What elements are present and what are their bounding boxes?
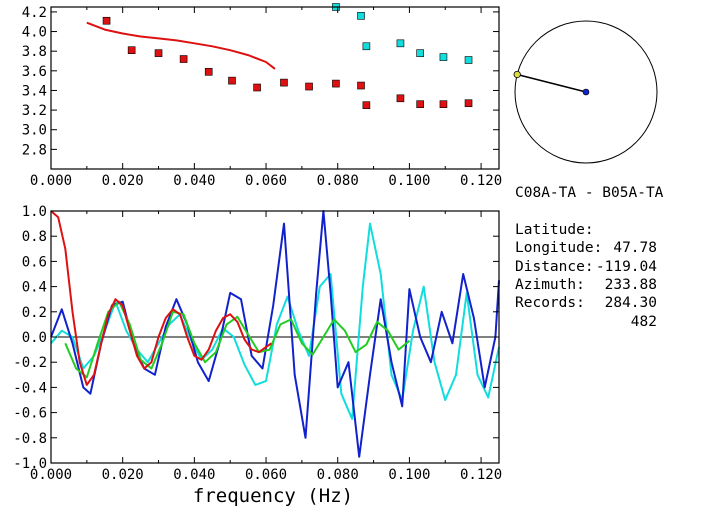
data-point (396, 39, 405, 48)
series-line-2 (64, 300, 411, 379)
data-point (357, 81, 365, 90)
y-tick-label: -0.2 (13, 355, 47, 371)
y-tick-label: 0.4 (22, 280, 47, 296)
data-point (362, 42, 371, 51)
x-tick-label: 0.120 (460, 467, 502, 483)
data-point (439, 53, 448, 61)
x-tick-label: 0.080 (317, 467, 359, 483)
azimuth-label: Azimuth: (515, 276, 585, 293)
y-tick-label: 0.8 (22, 229, 47, 245)
x-tick-label: 0.120 (460, 173, 502, 189)
data-point (280, 78, 288, 87)
y-tick-label: 0.0 (22, 330, 47, 346)
x-tick-label: 0.060 (245, 467, 287, 483)
data-point (305, 82, 313, 91)
data-point (102, 16, 111, 25)
azimuth-value: 284.30 (604, 295, 657, 312)
station-pair-title: C08A-TA - B05A-TA (515, 185, 664, 201)
station-marker (513, 70, 521, 79)
y-tick-label: 1.0 (22, 204, 47, 220)
data-point (362, 101, 371, 109)
longitude-value: -119.04 (595, 258, 657, 275)
azimuth-compass (513, 20, 658, 164)
latitude-label: Latitude: (515, 221, 594, 238)
x-tick-label: 0.040 (173, 467, 215, 483)
distance-row: Distance: 233.88 (515, 239, 701, 293)
y-tick-label: 2.8 (22, 142, 47, 158)
phase-velocity-plot: 0.000 0.020 0.040 0.060 0.080 0.100 0.120 2.8 3.… (22, 3, 502, 189)
data-point (357, 12, 365, 20)
correlation-plot: 0.000 0.020 0.040 0.060 0.080 0.100 0.120 -1.0 -… (13, 204, 502, 483)
x-tick-label: 0.040 (173, 173, 215, 189)
longitude-label: Longitude: (515, 240, 603, 257)
x-tick-label: 0.080 (317, 173, 359, 189)
data-point (179, 55, 188, 63)
y-tick-label: 4.0 (22, 25, 47, 41)
x-tick-label: 0.020 (102, 173, 144, 189)
records-label: Records: (515, 295, 585, 312)
y-tick-label: -1.0 (13, 456, 47, 472)
x-tick-label: 0.000 (30, 467, 72, 483)
y-tick-label: 3.6 (22, 64, 47, 80)
x-tick-label: 0.100 (388, 467, 430, 483)
y-tick-label: 4.2 (22, 5, 47, 21)
y-tick-label: 0.6 (22, 254, 47, 270)
data-point (154, 49, 163, 57)
data-point (396, 94, 405, 103)
plot-frame (50, 6, 500, 170)
data-point (228, 76, 236, 85)
data-point (127, 46, 136, 55)
y-tick-label: 3.0 (22, 123, 47, 139)
distance-value: 233.88 (604, 277, 657, 293)
y-tick-label: -0.6 (13, 406, 47, 422)
longitude-row: Longitude: -119.04 (515, 221, 701, 274)
data-point (439, 100, 448, 108)
data-point (332, 79, 340, 88)
series-line-2 (86, 21, 276, 70)
data-point (416, 100, 424, 108)
data-point (464, 99, 473, 108)
data-point (204, 68, 213, 76)
y-tick-label: -0.8 (13, 431, 47, 447)
y-tick-label: 3.2 (22, 103, 47, 119)
station-info-panel: C08A-TA - B05A-TA Latitude: 47.78 Longit… (515, 184, 701, 330)
x-tick-label: 0.100 (388, 173, 430, 189)
compass-circle (514, 20, 658, 164)
azimuth-line (517, 73, 587, 93)
data-point (416, 49, 424, 57)
data-point (464, 56, 473, 64)
x-tick-label: 0.000 (30, 173, 72, 189)
distance-label: Distance: (515, 258, 594, 275)
records-value: 482 (630, 313, 657, 330)
series-line-3 (50, 210, 272, 386)
data-point (253, 83, 261, 92)
x-tick-label: 0.060 (245, 173, 287, 189)
x-tick-label: 0.020 (102, 467, 144, 483)
y-tick-label: -0.4 (13, 380, 47, 396)
center-marker (582, 88, 590, 96)
azimuth-row: Azimuth: 284.30 (515, 258, 701, 311)
y-tick-label: 3.8 (22, 44, 47, 60)
y-tick-label: 0.2 (22, 305, 47, 321)
y-tick-label: 3.4 (22, 83, 47, 99)
latitude-value: 47.78 (613, 240, 657, 257)
latitude-row: Latitude: 47.78 (515, 202, 701, 256)
series-line-0 (50, 222, 500, 420)
frequency-axis-label: frequency (Hz) (193, 485, 353, 507)
records-row: Records: 482 (515, 276, 701, 329)
